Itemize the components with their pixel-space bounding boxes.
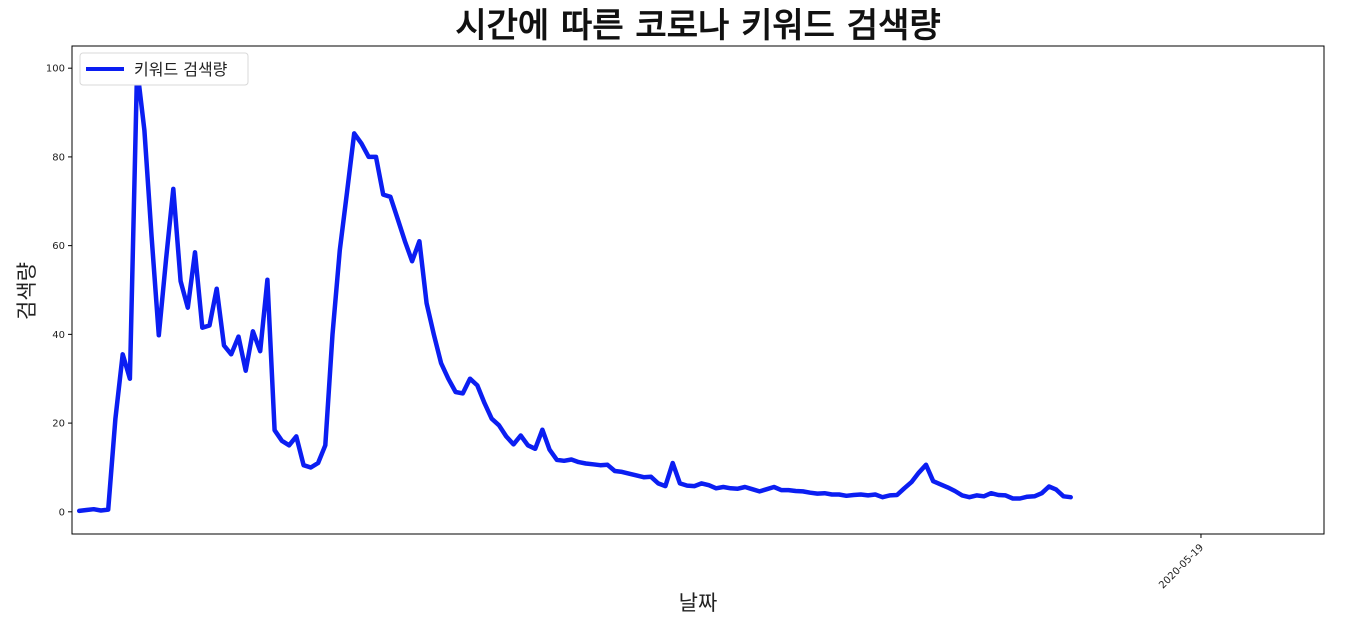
y-axis-label: 검색량 — [15, 262, 39, 320]
y-tick-label: 0 — [59, 507, 65, 518]
x-tick-label: 2020-05-19 — [1157, 542, 1206, 591]
legend-label: 키워드 검색량 — [134, 60, 228, 79]
series-line-0 — [76, 65, 1073, 514]
y-tick-label: 80 — [52, 152, 65, 163]
x-axis-label: 날짜 — [679, 591, 718, 615]
y-tick-label: 100 — [46, 64, 65, 75]
y-tick-label: 20 — [52, 419, 65, 430]
chart-title: 시간에 따른 코로나 키워드 검색량 — [455, 6, 940, 46]
plot-frame — [71, 45, 1325, 535]
y-axis-ticks: 0 20 40 60 80 100 — [46, 64, 72, 518]
legend-box — [79, 52, 249, 86]
plot-area — [71, 45, 1325, 535]
y-tick-label: 60 — [52, 241, 65, 252]
x-axis-ticks: 2020-05-19 — [1157, 534, 1206, 591]
y-tick-label: 40 — [52, 330, 65, 341]
legend: 키워드 검색량 — [79, 52, 249, 86]
